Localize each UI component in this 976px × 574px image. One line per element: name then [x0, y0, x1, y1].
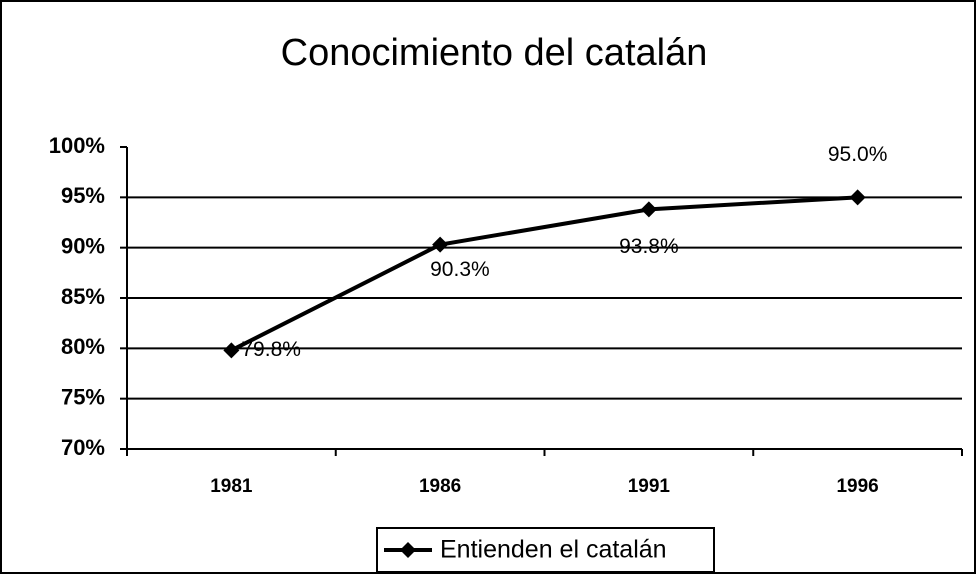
marker	[849, 189, 866, 206]
marker	[432, 236, 449, 253]
y-tick-label: 90%	[61, 233, 105, 258]
y-tick-label: 85%	[61, 284, 105, 309]
marker	[223, 342, 240, 359]
x-tick-label: 1991	[628, 476, 671, 497]
y-tick-label: 100%	[49, 133, 105, 158]
x-tick-label: 1981	[210, 476, 253, 497]
x-tick-label: 1996	[836, 476, 878, 497]
legend-label: Entienden el catalán	[440, 536, 667, 564]
y-tick-label: 80%	[61, 334, 105, 359]
y-tick-label: 75%	[61, 384, 105, 409]
marker	[640, 201, 657, 218]
y-tick-label: 95%	[61, 183, 105, 208]
x-tick-label: 1986	[419, 476, 461, 497]
data-label: 93.8%	[619, 235, 679, 258]
data-label: 79.8%	[241, 338, 301, 361]
legend-marker	[400, 542, 416, 558]
y-tick-label: 70%	[61, 435, 105, 460]
legend-box	[376, 527, 715, 573]
data-label: 90.3%	[430, 258, 490, 281]
line	[230, 195, 858, 353]
chart-title: Conocimiento del catalán	[281, 32, 708, 74]
data-label: 95.0%	[828, 143, 888, 166]
